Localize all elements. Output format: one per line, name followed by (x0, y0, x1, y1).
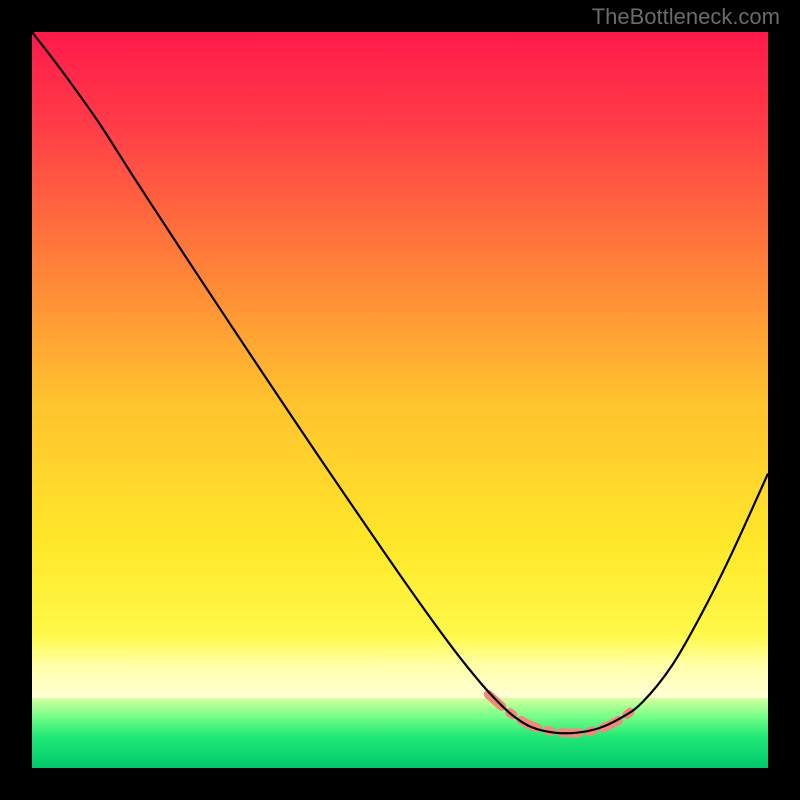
watermark-text: TheBottleneck.com (592, 4, 780, 30)
bottleneck-curve (32, 32, 768, 733)
chart-plot-area (32, 32, 768, 768)
curve-layer (32, 32, 768, 768)
